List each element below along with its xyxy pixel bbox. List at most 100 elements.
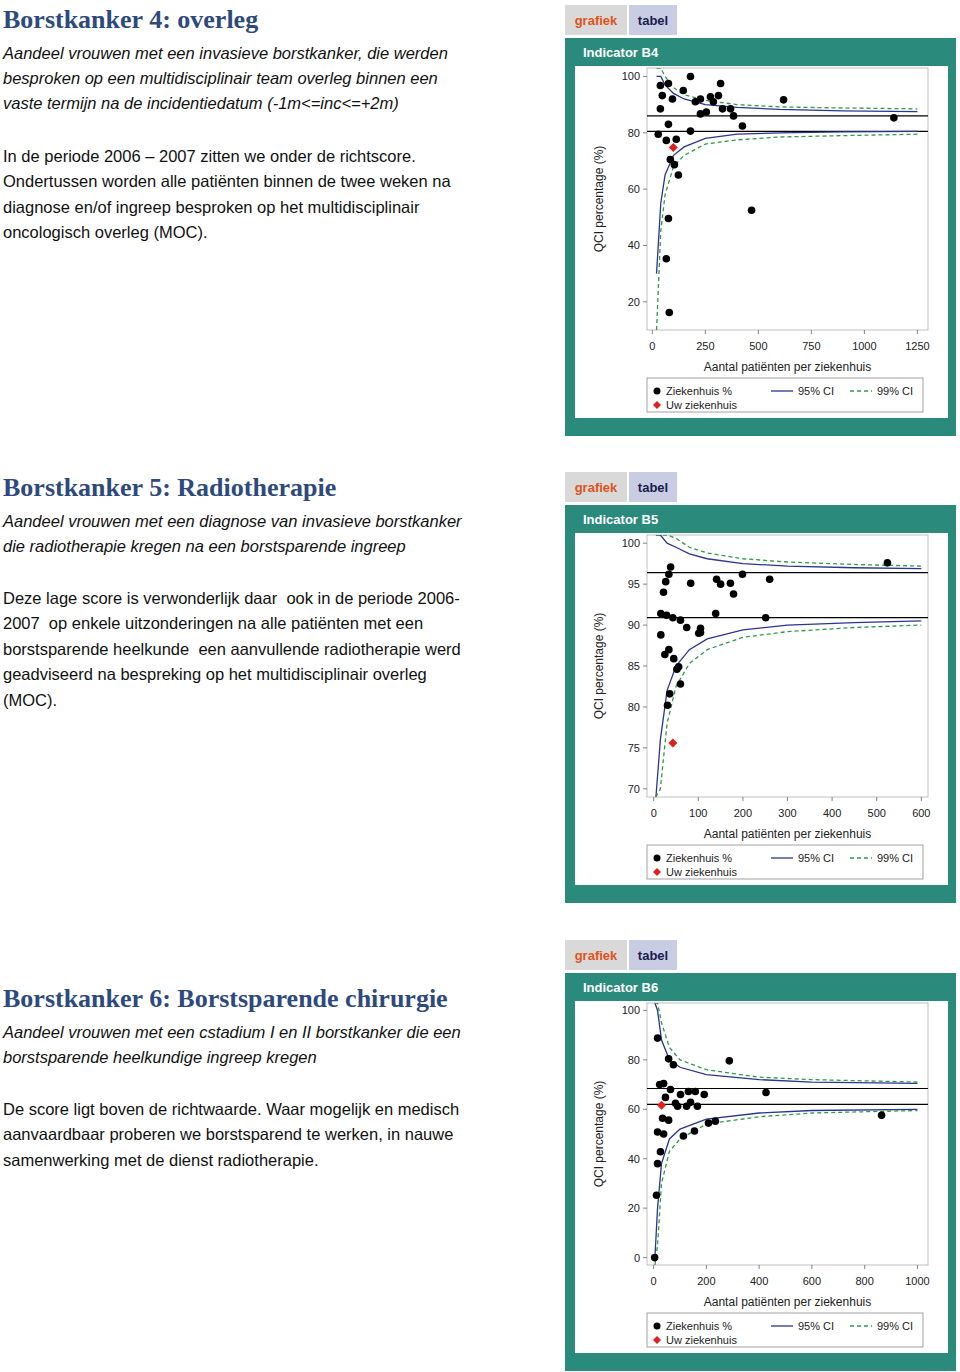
- tab[interactable]: [629, 940, 677, 970]
- y-tick-label: 20: [628, 296, 640, 308]
- tab[interactable]: [565, 5, 627, 35]
- point: [672, 135, 680, 143]
- point: [654, 1034, 662, 1042]
- legend-swatch: [771, 1325, 793, 1326]
- point: [691, 1088, 699, 1096]
- x-tick: [921, 797, 922, 801]
- section-title: Borstkanker 4: overleg: [3, 5, 258, 35]
- x-tick-label: 300: [778, 807, 796, 819]
- legend-swatch: [653, 1336, 661, 1344]
- y-tick: [643, 189, 647, 190]
- tab[interactable]: [629, 472, 677, 502]
- chart-panel: grafiektabelIndicator B42040608010002505…: [565, 5, 960, 440]
- point: [654, 130, 662, 138]
- x-tick-label: 100: [689, 807, 707, 819]
- point: [677, 1091, 685, 1099]
- y-tick-label: 100: [622, 537, 640, 549]
- y-tick-label: 75: [628, 742, 640, 754]
- section-body: oncologisch overleg (MOC).: [3, 220, 208, 245]
- x-tick-label: 1250: [905, 340, 929, 352]
- point: [661, 651, 669, 659]
- ci-lower: [657, 134, 918, 330]
- legend-label: Uw ziekenhuis: [666, 866, 737, 878]
- point: [667, 563, 675, 571]
- y-tick-label: 0: [634, 1252, 640, 1264]
- legend-label: 99% CI: [877, 1320, 913, 1332]
- axis-frame: [647, 535, 928, 797]
- x-tick-label: 800: [855, 1275, 873, 1287]
- x-tick-label: 200: [697, 1275, 715, 1287]
- point: [695, 629, 703, 637]
- tab[interactable]: [629, 5, 677, 35]
- legend-swatch: [771, 857, 793, 858]
- point: [727, 580, 735, 588]
- point: [651, 1254, 659, 1262]
- x-tick: [759, 1265, 760, 1269]
- point: [658, 92, 666, 100]
- point: [878, 1111, 886, 1119]
- x-tick: [917, 330, 918, 334]
- point: [657, 631, 665, 639]
- y-tick: [643, 1257, 647, 1258]
- ci-upper: [657, 76, 918, 111]
- y-tick: [643, 584, 647, 585]
- section-body: diagnose en/of ingreep besproken op het …: [3, 195, 419, 220]
- point: [712, 610, 720, 618]
- x-tick: [811, 330, 812, 334]
- y-tick: [643, 76, 647, 77]
- axis-frame: [647, 1003, 928, 1265]
- y-axis-label: QCI percentage (%): [592, 146, 606, 253]
- ci-lower: [657, 131, 918, 273]
- panel-frame: [565, 973, 956, 1371]
- y-tick: [643, 245, 647, 246]
- tab[interactable]: [565, 940, 627, 970]
- ci-lower: [655, 1111, 918, 1265]
- point: [665, 571, 673, 579]
- y-tick: [643, 788, 647, 789]
- ci-upper: [656, 535, 921, 566]
- point: [730, 590, 738, 598]
- point: [667, 1086, 675, 1094]
- point: [675, 171, 683, 179]
- section-body: geadviseerd na bespreking op het multidi…: [3, 662, 427, 687]
- y-tick: [643, 747, 647, 748]
- y-tick: [643, 1158, 647, 1159]
- y-tick: [643, 301, 647, 302]
- x-axis-label: Aantal patiënten per ziekenhuis: [704, 827, 871, 841]
- point: [890, 114, 898, 122]
- point: [717, 580, 725, 588]
- x-tick-label: 0: [649, 340, 655, 352]
- x-tick: [917, 1265, 918, 1269]
- point: [766, 575, 774, 583]
- tab-label[interactable]: tabel: [638, 480, 668, 495]
- section-body: De score ligt boven de richtwaarde. Waar…: [3, 1097, 459, 1122]
- y-tick: [643, 132, 647, 133]
- y-tick-label: 80: [628, 1054, 640, 1066]
- tab-label[interactable]: tabel: [638, 13, 668, 28]
- tab-label[interactable]: grafiek: [575, 480, 618, 495]
- x-tick: [698, 797, 699, 801]
- plot-background: [575, 533, 948, 885]
- y-tick-label: 80: [628, 701, 640, 713]
- y-tick-label: 100: [622, 1004, 640, 1016]
- point: [762, 1089, 770, 1097]
- x-tick-label: 0: [651, 1275, 657, 1287]
- section-subtitle: besproken op een multidisciplinair team …: [3, 66, 438, 91]
- plot-area: [647, 1003, 928, 1265]
- legend-box: [647, 845, 923, 879]
- section-body: borstsparende heelkunde een aanvullende …: [3, 637, 461, 662]
- tab-label[interactable]: tabel: [638, 948, 668, 963]
- point: [679, 87, 687, 95]
- tab-label[interactable]: grafiek: [575, 13, 618, 28]
- point: [762, 614, 770, 622]
- x-tick: [864, 330, 865, 334]
- tab[interactable]: [565, 472, 627, 502]
- legend-label: Uw ziekenhuis: [666, 1334, 737, 1346]
- x-tick-label: 0: [651, 807, 657, 819]
- tab-label[interactable]: grafiek: [575, 948, 618, 963]
- x-tick-label: 750: [802, 340, 820, 352]
- x-tick-label: 400: [823, 807, 841, 819]
- point: [666, 690, 674, 698]
- y-axis-label: QCI percentage (%): [592, 613, 606, 720]
- ci-lower: [656, 621, 921, 797]
